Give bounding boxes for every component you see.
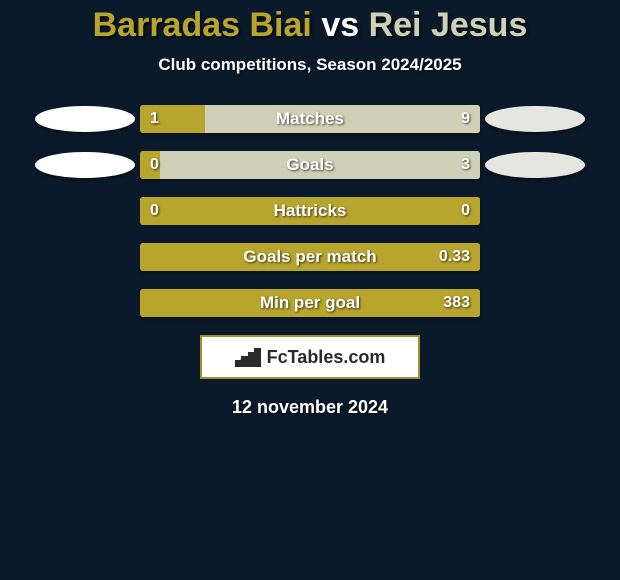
right-oval-slot <box>480 105 590 133</box>
stat-right-value: 3 <box>461 151 470 179</box>
stat-row: 1 Matches 9 <box>0 105 620 133</box>
stat-row: Goals per match 0.33 <box>0 243 620 271</box>
date-label: 12 november 2024 <box>0 397 620 418</box>
stat-bar: Min per goal 383 <box>140 289 480 317</box>
comparison-infographic: Barradas Biai vs Rei Jesus Club competit… <box>0 0 620 580</box>
stat-row: Min per goal 383 <box>0 289 620 317</box>
player1-name: Barradas Biai <box>93 6 312 44</box>
stat-label: Goals per match <box>140 243 480 271</box>
page-title: Barradas Biai vs Rei Jesus <box>0 6 620 45</box>
subtitle: Club competitions, Season 2024/2025 <box>0 55 620 75</box>
stat-label: Min per goal <box>140 289 480 317</box>
stat-bar: 0 Hattricks 0 <box>140 197 480 225</box>
stat-row: 0 Hattricks 0 <box>0 197 620 225</box>
player2-name: Rei Jesus <box>369 6 528 44</box>
right-oval-slot <box>480 197 590 225</box>
stat-label: Goals <box>140 151 480 179</box>
stat-bars: 1 Matches 9 0 Goals 3 0 Hattricks <box>0 105 620 317</box>
stat-bar: 1 Matches 9 <box>140 105 480 133</box>
player1-oval-icon <box>35 152 135 178</box>
stat-label: Hattricks <box>140 197 480 225</box>
player2-oval-icon <box>485 152 585 178</box>
stat-bar: 0 Goals 3 <box>140 151 480 179</box>
right-oval-slot <box>480 243 590 271</box>
left-oval-slot <box>30 151 140 179</box>
left-oval-slot <box>30 197 140 225</box>
right-oval-slot <box>480 289 590 317</box>
left-oval-slot <box>30 243 140 271</box>
left-oval-slot <box>30 289 140 317</box>
player1-oval-icon <box>35 106 135 132</box>
logo-text: FcTables.com <box>267 347 386 368</box>
stat-right-value: 9 <box>461 105 470 133</box>
stat-right-value: 0 <box>461 197 470 225</box>
player2-oval-icon <box>485 106 585 132</box>
stat-right-value: 383 <box>443 289 470 317</box>
stat-row: 0 Goals 3 <box>0 151 620 179</box>
stat-right-value: 0.33 <box>439 243 470 271</box>
left-oval-slot <box>30 105 140 133</box>
stat-bar: Goals per match 0.33 <box>140 243 480 271</box>
vs-text: vs <box>321 6 359 44</box>
bar-chart-icon <box>235 347 261 367</box>
stat-label: Matches <box>140 105 480 133</box>
fctables-logo[interactable]: FcTables.com <box>200 335 420 379</box>
right-oval-slot <box>480 151 590 179</box>
